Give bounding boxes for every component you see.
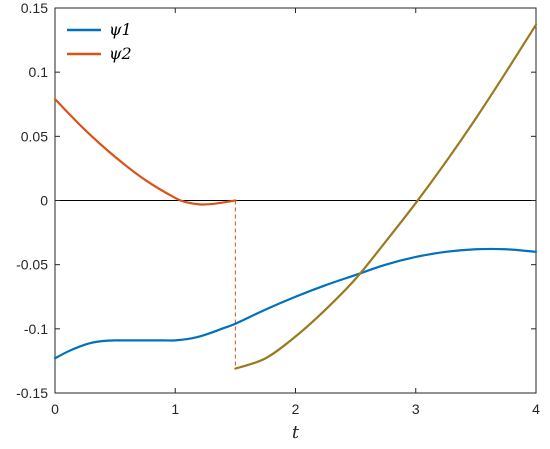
series-line-2-segment-2 [234,23,538,370]
y-tick-label: 0.15 [21,0,48,16]
series-line-2-segment-1 [53,98,237,206]
x-tick-label: 4 [532,401,540,417]
y-tick-label: -0.1 [24,321,48,337]
x-tick-label: 2 [292,401,300,417]
x-axis-label: t [292,422,300,443]
legend-label-1: ψ1 [109,20,132,39]
y-tick-label: 0 [40,193,48,209]
y-tick-label: 0.1 [29,64,49,80]
y-tick-label: -0.15 [16,385,48,401]
x-tick-label: 0 [51,401,59,417]
legend-label-2: ψ2 [109,44,132,63]
x-tick-label: 3 [412,401,420,417]
y-tick-label: -0.05 [16,257,48,273]
series-line-1-segment-1 [53,247,538,360]
x-tick-label: 1 [171,401,179,417]
y-tick-label: 0.05 [21,128,48,144]
